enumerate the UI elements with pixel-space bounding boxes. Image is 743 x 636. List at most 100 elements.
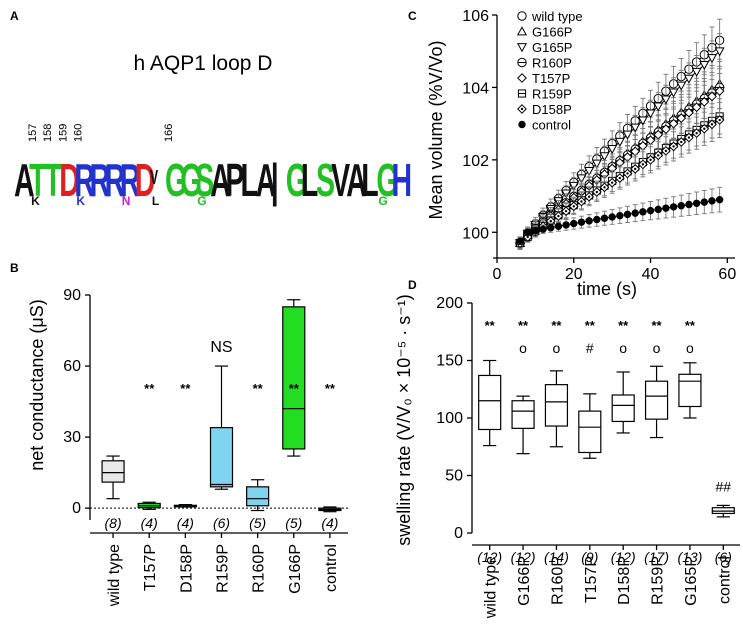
legend-item: G165P <box>516 40 572 55</box>
significance-label: ** <box>289 381 300 396</box>
logo-letter-r: R <box>120 155 141 207</box>
circle-marker <box>517 11 527 21</box>
filled-circle-marker <box>677 201 685 210</box>
legend-label: wild type <box>531 9 583 24</box>
logo-minor-letter: L <box>152 194 159 208</box>
logo-letter-s: S <box>316 155 335 207</box>
x-tick-label: D158P <box>178 544 195 593</box>
sample-size-label: (4) <box>177 515 194 531</box>
triangle-down-marker <box>645 109 656 119</box>
y-tick-label: 50 <box>445 468 463 485</box>
box <box>611 394 635 423</box>
filled-circle-marker <box>554 222 563 230</box>
filled-circle-marker <box>654 205 662 214</box>
y-tick-label: 60 <box>63 358 81 375</box>
filled-circle-marker <box>585 217 593 225</box>
logo-letter-l: L <box>361 155 378 207</box>
box <box>282 306 306 450</box>
series-g165p <box>514 33 725 249</box>
y-tick-label: 104 <box>462 80 489 97</box>
panel-c: C Mean volume (%V/Vo) time (s) 100 102 104… <box>408 8 736 299</box>
legend-label: G166P <box>532 25 572 40</box>
logo-letter-r: R <box>89 155 110 207</box>
diamond-dot-center <box>672 145 675 148</box>
panel-c-letter: C <box>408 9 417 23</box>
triangle-down-marker <box>599 152 610 162</box>
y-tick-label: 200 <box>436 295 463 312</box>
panel-d-ylabel: swelling rate (V/V₀ × 10⁻⁵ · s⁻¹) <box>394 294 414 546</box>
significance-label: ** <box>652 318 663 333</box>
x-tick-label: G166P <box>287 544 304 594</box>
logo-letter-d: D <box>135 155 156 207</box>
filled-circle-marker <box>516 237 524 246</box>
logo-letter-r: R <box>105 155 126 207</box>
triangle-down-marker <box>607 145 618 155</box>
diamond-dot-center <box>549 219 552 223</box>
legend-item: control <box>518 118 571 133</box>
significance-label: ** <box>518 318 529 333</box>
diamond-marker <box>668 118 679 129</box>
filled-circle-marker <box>692 199 701 207</box>
diamond-dot-center <box>718 118 721 122</box>
sample-size-label: (6) <box>213 515 230 531</box>
y-tick-label: 30 <box>63 429 81 446</box>
secondary-significance-label: o <box>686 340 694 356</box>
x-tick-label: R159P <box>650 556 667 605</box>
logo-letter-s: S <box>195 155 214 207</box>
box <box>544 384 569 427</box>
diamond-dot-center <box>526 235 529 239</box>
secondary-significance-label: o <box>653 340 661 356</box>
x-tick-label: G166P <box>516 556 533 606</box>
logo-letter-g: G <box>165 155 187 207</box>
logo-letter-t: T <box>44 155 61 207</box>
logo-letter-|: | <box>271 155 279 207</box>
filled-circle-marker <box>715 195 724 204</box>
legend-item: R159P <box>517 87 572 102</box>
diamond-dot-center <box>572 205 575 208</box>
filled-circle-marker <box>608 213 616 221</box>
x-tick-label: wild type <box>483 556 500 619</box>
x-tick-label: R159P <box>215 544 232 593</box>
x-tick-label: control <box>716 556 733 604</box>
legend-item: G166P <box>516 25 572 40</box>
filled-circle-marker <box>518 120 526 129</box>
filled-circle-marker <box>685 200 693 209</box>
y-tick-label: 100 <box>462 225 489 242</box>
filled-circle-marker <box>708 197 716 205</box>
logo-position-label: 160 <box>72 124 84 142</box>
panel-c-legend: wild typeG166PG165PR160PT157PR159PD158Pc… <box>516 9 583 133</box>
legend-item: T157P <box>517 71 570 86</box>
secondary-significance-label: # <box>586 340 594 356</box>
logo-letter-g: G <box>286 155 308 207</box>
panel-d-axes: 0 50 100 150 200 <box>436 295 740 550</box>
filled-circle-marker <box>547 224 555 232</box>
significance-label: ** <box>585 318 596 333</box>
panel-c-series <box>514 18 725 250</box>
triangle-down-marker <box>576 174 587 184</box>
panel-c-xlabel: time (s) <box>577 279 637 299</box>
x-tick-label: R160P <box>251 544 268 593</box>
triangle-down-marker <box>622 130 633 140</box>
triangle-down-marker <box>614 137 625 147</box>
filled-circle-marker <box>639 208 647 216</box>
panel-c-ylabel: Mean volume (%V/Vo) <box>426 40 446 219</box>
y-tick-label: 100 <box>436 410 463 427</box>
sample-size-label: (4) <box>321 515 338 531</box>
box <box>209 427 234 488</box>
diamond-dot-center <box>520 107 524 111</box>
triangle-down-marker <box>591 159 602 169</box>
box <box>246 486 270 507</box>
logo-position-label: 159 <box>57 124 69 142</box>
panel-b-annotations: wild type (8) T157P (4) ** D158P (4) ** R159P (6)… <box>105 339 340 607</box>
diamond-dot-center <box>610 181 614 184</box>
sample-size-label: (8) <box>105 515 122 531</box>
filled-circle-marker <box>646 206 655 215</box>
y-tick-label: 150 <box>436 353 463 370</box>
sample-size-label: (17) <box>644 549 669 565</box>
triangle-down-marker <box>568 181 579 191</box>
x-tick-label: 20 <box>565 266 583 283</box>
triangle-down-marker <box>630 123 641 133</box>
panel-d: D swelling rate (V/V₀ × 10⁻⁵ · s⁻¹) 0 50 1… <box>394 278 740 619</box>
diamond-dot-center <box>633 167 637 171</box>
significance-label: ** <box>253 381 264 396</box>
